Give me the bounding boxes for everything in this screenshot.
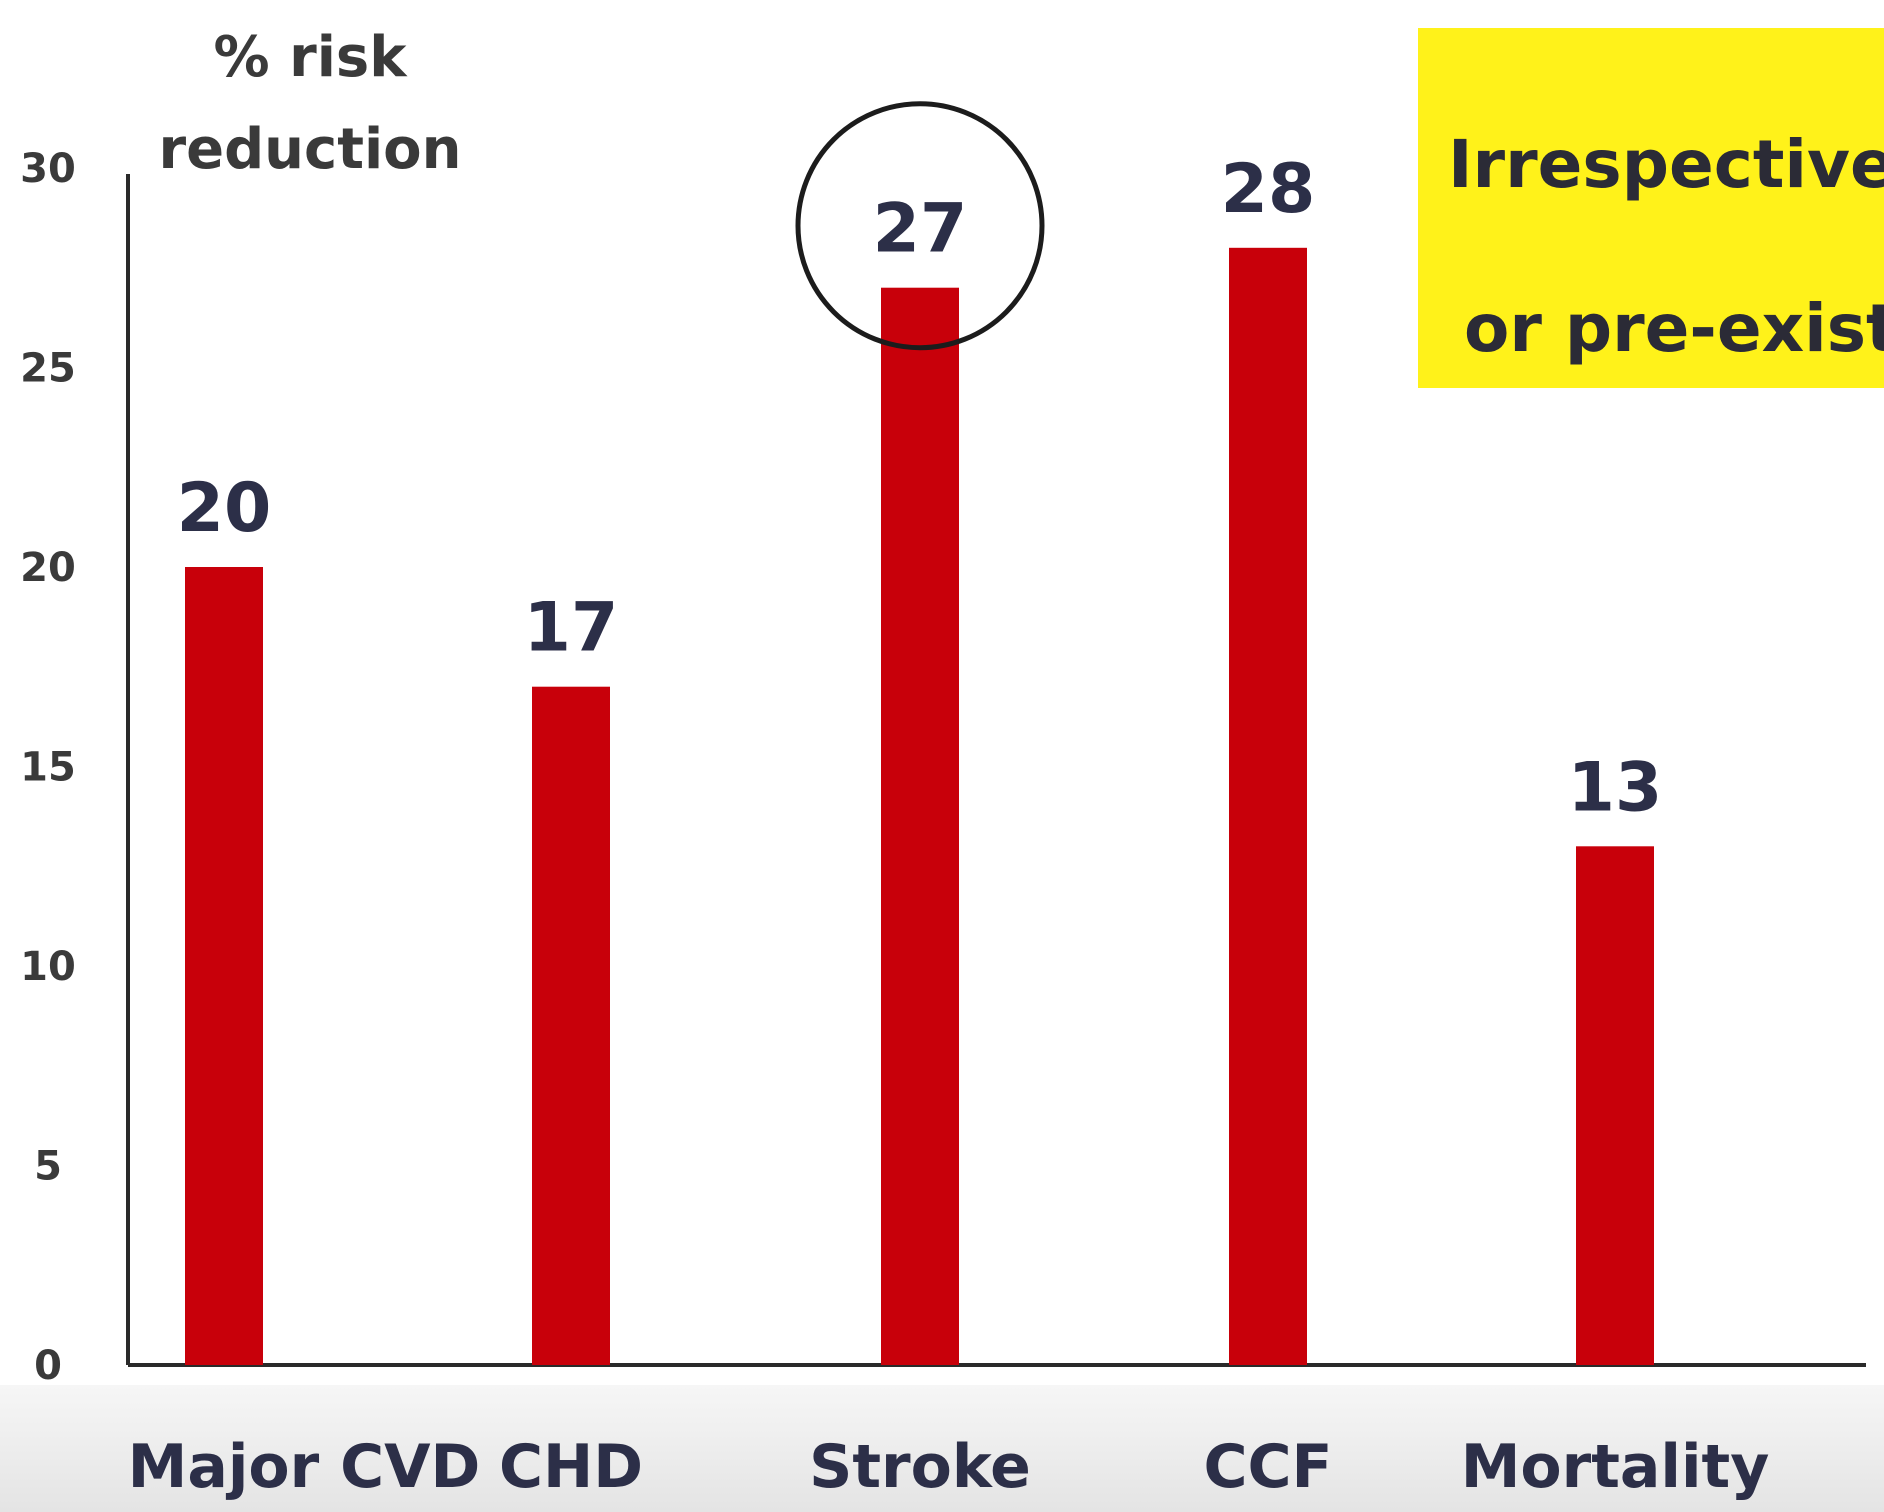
y-axis-label: % risk reduction [110,12,510,196]
bar [1229,247,1307,1365]
x-tick-label: Stroke [809,1432,1031,1502]
callout-line-1: Irrespective [1448,126,1884,203]
y-tick-label: 5 [34,1144,62,1190]
highlight-circle [795,101,1045,351]
bar [1576,846,1654,1365]
data-label: 17 [524,589,619,668]
y-axis-label-line-1: % risk [213,25,407,90]
x-tick-label: Mortality [1461,1432,1770,1502]
bar [185,567,263,1365]
y-tick-label: 30 [20,146,76,192]
bar [532,686,610,1365]
footer-band [0,1385,1884,1512]
data-label: 28 [1221,150,1316,229]
y-tick-label: 20 [20,545,76,591]
data-label: 20 [177,469,272,548]
y-tick-label: 25 [20,346,76,392]
callout-line-2: or pre-exist [1464,290,1884,367]
data-label: 27 [873,190,968,269]
x-tick-label: CCF [1203,1432,1332,1502]
x-tick-label: Major CVD [128,1432,481,1502]
bar [881,287,959,1366]
y-tick-label: 15 [20,745,76,791]
y-tick-label: 10 [20,944,76,990]
y-axis-label-line-2: reduction [158,117,462,182]
data-label: 13 [1568,748,1663,827]
callout-box: Irrespective or pre-exist [1418,28,1884,388]
x-tick-label: CHD [499,1432,643,1502]
y-tick-label: 0 [34,1343,62,1389]
